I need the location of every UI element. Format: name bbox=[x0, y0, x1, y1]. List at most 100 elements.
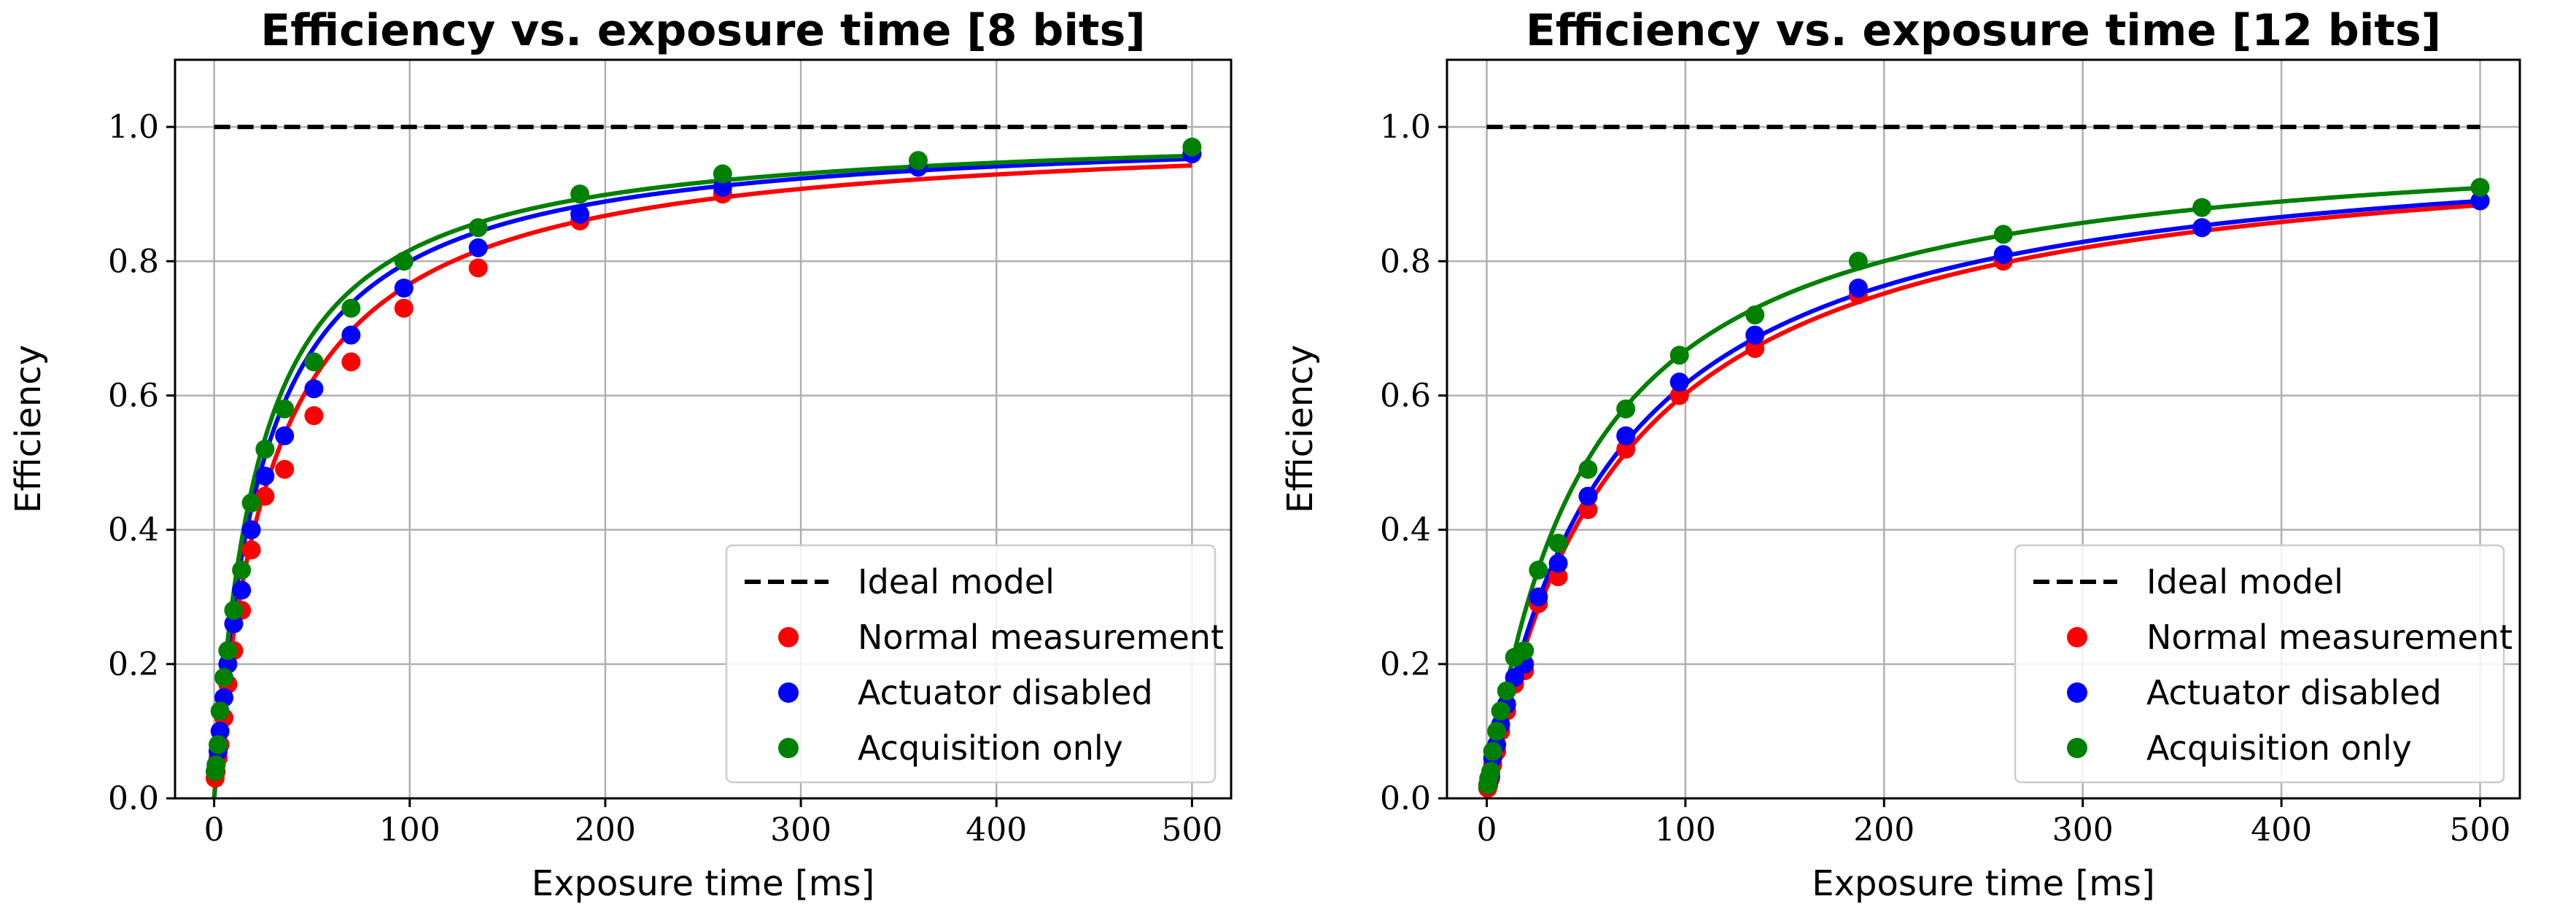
data-point-acquisition-only bbox=[1515, 641, 1535, 661]
legend-swatch-acquisition-only bbox=[778, 738, 799, 758]
data-point-acquisition-only bbox=[208, 735, 228, 755]
data-point-acquisition-only bbox=[1529, 560, 1548, 580]
y-axis-label: Efficiency bbox=[8, 345, 49, 513]
data-point-actuator-disabled bbox=[1529, 587, 1548, 607]
data-point-acquisition-only bbox=[232, 560, 252, 580]
data-point-actuator-disabled bbox=[713, 177, 732, 197]
data-point-acquisition-only bbox=[1481, 762, 1500, 782]
fit-curve-normal-measurement bbox=[1484, 203, 2480, 799]
data-point-normal-measurement bbox=[1745, 338, 1765, 358]
data-point-acquisition-only bbox=[1182, 137, 1202, 157]
y-tick-label: 0.0 bbox=[108, 780, 159, 817]
y-tick-label: 0.8 bbox=[108, 243, 159, 280]
data-point-acquisition-only bbox=[218, 641, 238, 661]
data-point-acquisition-only bbox=[1616, 399, 1636, 418]
fit-curve-actuator-disabled bbox=[212, 156, 1192, 799]
fit-curve-normal-measurement bbox=[212, 163, 1192, 799]
fit-curve-acquisition-only bbox=[1484, 185, 2480, 799]
data-point-normal-measurement bbox=[275, 459, 295, 479]
data-point-actuator-disabled bbox=[232, 580, 252, 600]
x-tick-label: 0 bbox=[1476, 811, 1497, 849]
data-point-acquisition-only bbox=[1669, 346, 1689, 365]
y-tick-label: 0.0 bbox=[1380, 780, 1431, 817]
x-tick-label: 300 bbox=[770, 811, 831, 849]
data-point-normal-measurement bbox=[241, 540, 261, 560]
y-tick-label: 1.0 bbox=[108, 109, 159, 146]
data-point-acquisition-only bbox=[341, 298, 361, 318]
data-point-acquisition-only bbox=[241, 493, 261, 513]
x-tick-label: 500 bbox=[1161, 811, 1222, 849]
x-tick-label: 400 bbox=[966, 811, 1027, 849]
data-point-acquisition-only bbox=[275, 399, 295, 418]
data-point-acquisition-only bbox=[570, 184, 590, 204]
x-tick-label: 0 bbox=[204, 811, 225, 849]
data-point-acquisition-only bbox=[1745, 305, 1765, 324]
data-point-actuator-disabled bbox=[275, 426, 295, 445]
y-tick-label: 0.6 bbox=[1380, 377, 1431, 414]
y-tick-label: 0.8 bbox=[1380, 243, 1431, 280]
legend-label-actuator-disabled: Actuator disabled bbox=[2146, 673, 2442, 712]
legend-swatch-acquisition-only bbox=[2067, 738, 2087, 758]
axes-frame bbox=[1446, 58, 2521, 800]
data-point-actuator-disabled bbox=[468, 238, 488, 257]
data-point-actuator-disabled bbox=[224, 614, 244, 634]
x-axis-label: Exposure time [ms] bbox=[1812, 863, 2154, 904]
y-tick-label: 0.2 bbox=[1380, 646, 1431, 683]
legend-label-acquisition-only: Acquisition only bbox=[2146, 728, 2412, 768]
y-tick-label: 0.4 bbox=[108, 512, 159, 549]
data-point-acquisition-only bbox=[713, 164, 732, 184]
data-point-normal-measurement bbox=[1669, 386, 1689, 405]
chart-12-bits: 0 100 200 300 400 500 0.0 0.2 0.4 0.6 0.8 1.0 Effici… bbox=[1280, 5, 2521, 904]
legend-box bbox=[725, 544, 1217, 784]
legend-label-normal-measurement: Normal measurement bbox=[858, 618, 1224, 657]
legend-label-normal-measurement: Normal measurement bbox=[2146, 618, 2513, 657]
data-point-actuator-disabled bbox=[394, 279, 414, 298]
data-point-acquisition-only bbox=[1497, 681, 1516, 701]
legend-label-acquisition-only: Acquisition only bbox=[858, 728, 1123, 768]
data-point-actuator-disabled bbox=[255, 466, 275, 486]
x-tick-label: 300 bbox=[2052, 811, 2114, 849]
data-point-actuator-disabled bbox=[304, 379, 324, 399]
data-point-acquisition-only bbox=[2192, 198, 2212, 217]
data-point-actuator-disabled bbox=[1993, 245, 2013, 265]
legend-swatch-actuator-disabled bbox=[2067, 682, 2087, 703]
x-tick-label: 200 bbox=[575, 811, 636, 849]
data-point-normal-measurement bbox=[1578, 500, 1598, 520]
legend-swatch-normal-measurement bbox=[2067, 627, 2087, 647]
x-axis-label: Exposure time [ms] bbox=[532, 863, 874, 904]
fit-curve-acquisition-only bbox=[212, 153, 1192, 799]
axes-frame bbox=[174, 58, 1233, 800]
y-axis-label: Efficiency bbox=[1280, 345, 1321, 513]
y-tick-label: 1.0 bbox=[1380, 109, 1431, 146]
data-point-acquisition-only bbox=[255, 440, 275, 459]
y-tick-label: 0.4 bbox=[1380, 512, 1431, 549]
data-point-normal-measurement bbox=[341, 352, 361, 372]
data-point-acquisition-only bbox=[1487, 721, 1507, 741]
data-point-actuator-disabled bbox=[1616, 426, 1636, 445]
data-point-acquisition-only bbox=[214, 668, 234, 688]
data-point-actuator-disabled bbox=[1848, 279, 1868, 298]
y-tick-label: 0.6 bbox=[108, 377, 159, 414]
data-point-acquisition-only bbox=[1848, 252, 1868, 271]
data-point-normal-measurement bbox=[304, 406, 324, 426]
data-point-actuator-disabled bbox=[1745, 325, 1765, 345]
chart-title: Efficiency vs. exposure time [12 bits] bbox=[1526, 5, 2441, 56]
legend-label-ideal-model: Ideal model bbox=[2146, 562, 2343, 601]
data-point-acquisition-only bbox=[1483, 741, 1502, 761]
data-point-acquisition-only bbox=[304, 352, 324, 372]
data-point-acquisition-only bbox=[2470, 177, 2490, 197]
data-point-acquisition-only bbox=[1491, 701, 1510, 721]
chart-title: Efficiency vs. exposure time [8 bits] bbox=[260, 5, 1145, 56]
data-point-acquisition-only bbox=[468, 218, 488, 238]
data-point-acquisition-only bbox=[908, 151, 928, 171]
data-point-actuator-disabled bbox=[341, 325, 361, 345]
data-point-acquisition-only bbox=[206, 755, 226, 774]
legend-swatch-actuator-disabled bbox=[778, 682, 799, 703]
data-point-normal-measurement bbox=[394, 298, 414, 318]
chart-8-bits: 0 100 200 300 400 500 0.0 0.2 0.4 0.6 0.8 1.0 Effici… bbox=[8, 5, 1233, 904]
data-point-acquisition-only bbox=[1578, 459, 1598, 479]
data-point-acquisition-only bbox=[210, 701, 230, 721]
x-tick-label: 400 bbox=[2251, 811, 2312, 849]
data-point-actuator-disabled bbox=[570, 204, 590, 224]
data-point-actuator-disabled bbox=[1669, 373, 1689, 392]
